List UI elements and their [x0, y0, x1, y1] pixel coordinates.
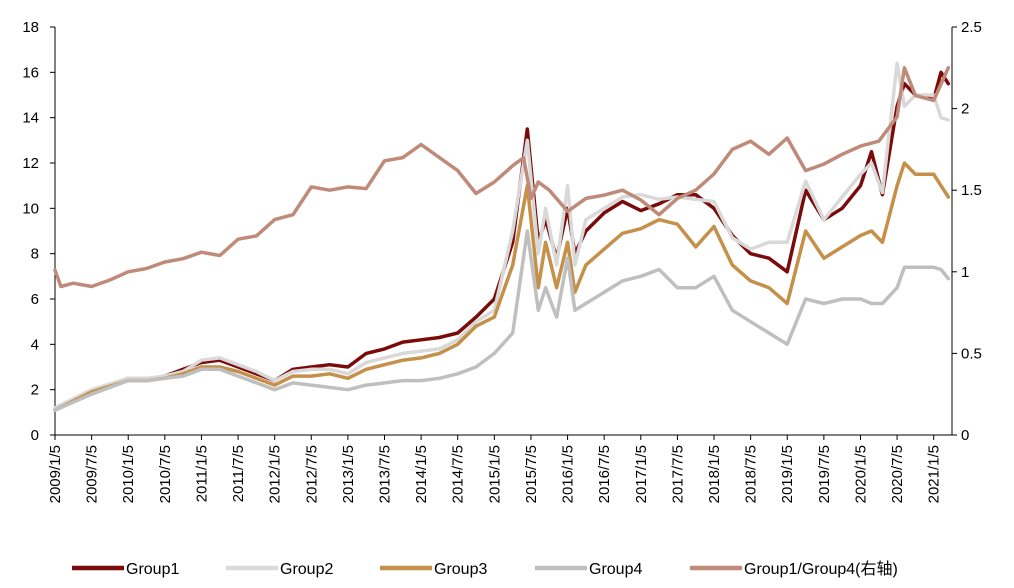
- legend-label: Group4: [589, 561, 642, 578]
- x-tick-label: 2014/1/5: [413, 445, 430, 503]
- x-tick-label: 2019/1/5: [779, 445, 796, 503]
- left-y-tick-label: 12: [22, 155, 39, 172]
- x-tick-label: 2013/7/5: [377, 445, 394, 503]
- series-lines: [53, 61, 951, 412]
- left-y-tick-label: 6: [31, 291, 39, 308]
- x-tick-label: 2012/1/5: [267, 445, 284, 503]
- x-tick-label: 2018/1/5: [706, 445, 723, 503]
- x-tick-label: 2013/1/5: [340, 445, 357, 503]
- x-tick-label: 2017/7/5: [669, 445, 686, 503]
- x-tick-label: 2016/7/5: [596, 445, 613, 503]
- x-tick-label: 2016/1/5: [560, 445, 577, 503]
- right-y-tick-label: 2.5: [961, 19, 982, 36]
- x-tick-label: 2010/7/5: [157, 445, 174, 503]
- x-tick-label: 2015/1/5: [486, 445, 503, 503]
- left-y-tick-label: 4: [31, 336, 39, 353]
- x-tick-label: 2020/1/5: [853, 445, 870, 503]
- x-tick-label: 2011/1/5: [193, 445, 210, 502]
- x-tick-label: 2011/7/5: [230, 445, 247, 502]
- right-y-axis-ticks: 0 0.5 1 1.5 2 2.5: [952, 19, 982, 444]
- x-tick-label: 2019/7/5: [816, 445, 833, 503]
- left-y-tick-label: 18: [22, 19, 39, 36]
- right-y-tick-label: 1: [961, 264, 969, 281]
- x-tick-label: 2009/1/5: [47, 445, 64, 503]
- series-line-group4: [53, 229, 951, 412]
- axes: [54, 27, 953, 436]
- x-tick-label: 2020/7/5: [889, 445, 906, 503]
- x-axis-ticks: 2009/1/5 2009/7/5 2010/1/5 2010/7/5 2011/1/5…: [47, 435, 943, 503]
- left-y-axis-ticks: 0 2 4 6 8 10 12 14 16 18: [22, 19, 55, 444]
- left-y-tick-label: 2: [31, 382, 39, 399]
- legend-label: Group3: [434, 561, 487, 578]
- right-y-tick-label: 0: [961, 427, 969, 444]
- x-tick-label: 2018/7/5: [743, 445, 760, 503]
- x-tick-label: 2017/1/5: [633, 445, 650, 503]
- x-tick-label: 2014/7/5: [450, 445, 467, 503]
- legend-label: Group2: [280, 561, 333, 578]
- left-y-tick-label: 0: [31, 427, 39, 444]
- left-y-tick-label: 10: [22, 200, 39, 217]
- x-tick-label: 2012/7/5: [303, 445, 320, 503]
- series-line-group3: [53, 161, 951, 412]
- series-line-group1-group4: [53, 66, 951, 289]
- left-y-tick-label: 14: [22, 110, 39, 127]
- x-tick-label: 2009/7/5: [84, 445, 101, 503]
- legend-label: Group1: [126, 561, 179, 578]
- right-y-tick-label: 0.5: [961, 345, 982, 362]
- right-y-tick-label: 1.5: [961, 182, 982, 199]
- left-y-tick-label: 16: [22, 64, 39, 81]
- left-y-tick-label: 8: [31, 246, 39, 263]
- legend: Group1 Group2 Group3 Group4 Group1/Group4(右轴…: [72, 560, 898, 578]
- x-tick-label: 2015/7/5: [523, 445, 540, 503]
- series-line-group2: [53, 61, 951, 410]
- x-tick-label: 2021/1/5: [926, 445, 943, 503]
- x-tick-label: 2010/1/5: [120, 445, 137, 503]
- right-y-tick-label: 2: [961, 101, 969, 118]
- legend-label: Group1/Group4(右轴): [744, 560, 898, 578]
